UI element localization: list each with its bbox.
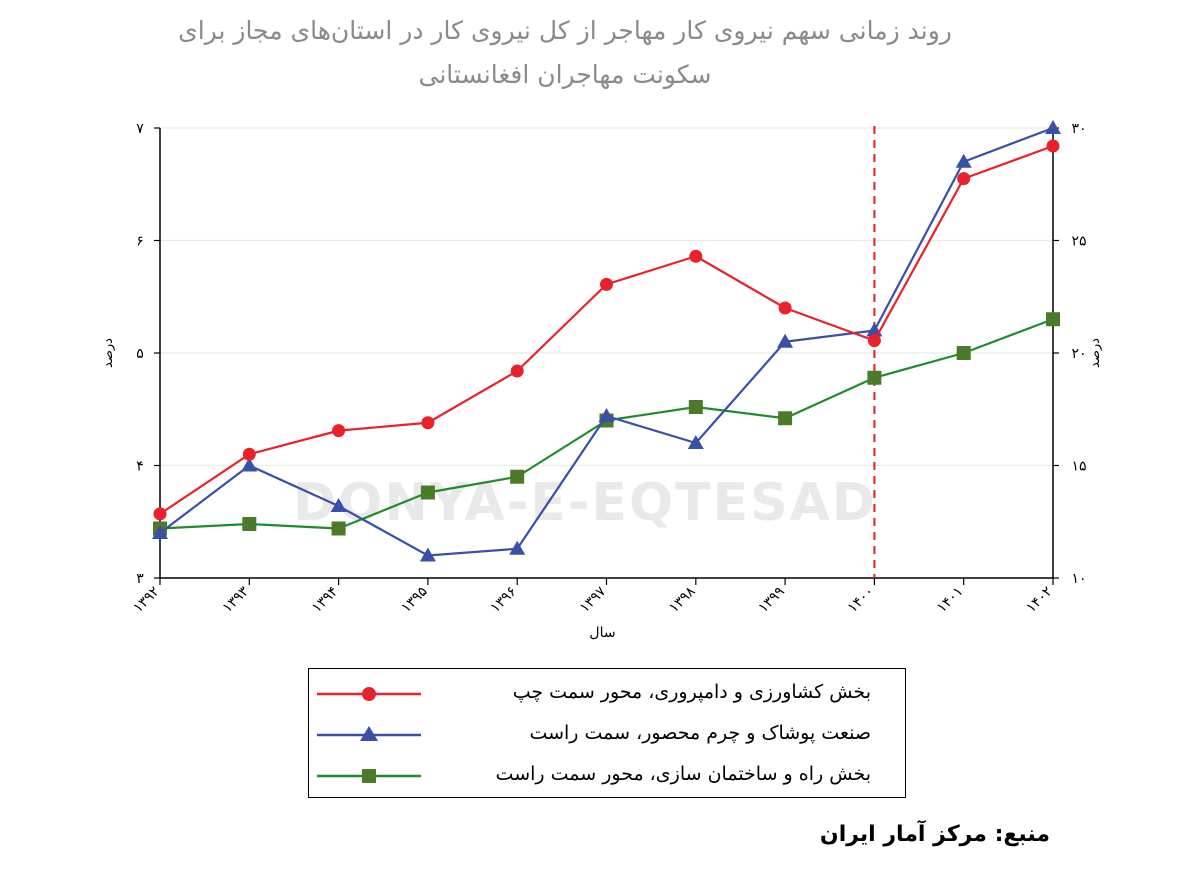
data-point-triangle: [509, 540, 526, 555]
data-point-square: [688, 400, 703, 414]
x-tick-label: ۱۳۹۴: [309, 584, 342, 617]
x-tick-label: ۱۳۹۲: [130, 584, 163, 617]
x-tick-label: ۱۴۰۲: [1023, 584, 1056, 617]
legend-item-agriculture: بخش کشاورزی و دامپروری، محور سمت چپ: [309, 675, 905, 715]
series-line-circle: [159, 144, 1054, 515]
chart-source: منبع: مرکز آمار ایران: [819, 822, 1050, 847]
data-point-triangle: [152, 525, 168, 539]
legend-label-clothing: صنعت پوشاک و چرم محصور، سمت راست: [529, 722, 871, 744]
data-point-square: [242, 517, 257, 531]
left-tick-label: ۷: [136, 121, 144, 137]
data-point-triangle: [687, 435, 704, 449]
x-tick-label: ۱۳۹۸: [666, 583, 699, 616]
x-tick-label: ۱۳۹۷: [577, 583, 610, 616]
right-tick-label: ۳۰: [1071, 121, 1086, 137]
x-tick-label: ۱۴۰۰: [845, 584, 878, 617]
legend-item-construction: بخش راه و ساختمان سازی، محور سمت راست: [309, 757, 905, 797]
right-tick-label: ۱۰: [1071, 571, 1086, 587]
data-point-square: [778, 411, 793, 426]
chart-legend: بخش کشاورزی و دامپروری، محور سمت چپ صنعت…: [308, 668, 906, 798]
data-point-triangle: [330, 498, 347, 512]
legend-label-agriculture: بخش کشاورزی و دامپروری، محور سمت چپ: [512, 681, 871, 703]
data-point-circle: [153, 507, 167, 521]
legend-swatch-square: [317, 769, 421, 783]
legend-item-clothing: صنعت پوشاک و چرم محصور، سمت راست: [309, 716, 905, 756]
left-tick-label: ۵: [136, 346, 144, 362]
x-tick-label: ۱۳۹۹: [755, 584, 788, 617]
right-tick-label: ۱۵: [1071, 459, 1086, 475]
legend-label-construction: بخش راه و ساختمان سازی، محور سمت راست: [495, 763, 871, 785]
left-tick-label: ۳: [136, 571, 144, 587]
right-tick-label: ۲۰: [1071, 346, 1086, 362]
right-tick-label: ۲۵: [1071, 234, 1086, 250]
data-point-triangle: [598, 408, 615, 422]
data-point-square: [1046, 312, 1060, 327]
data-point-circle: [867, 334, 881, 348]
data-point-circle: [778, 301, 792, 315]
x-tick-label: ۱۳۹۵: [398, 584, 431, 617]
data-point-triangle: [1045, 120, 1061, 134]
data-point-square: [867, 370, 882, 385]
data-point-circle: [421, 416, 435, 430]
data-point-triangle: [777, 333, 794, 348]
left-tick-label: ۴: [136, 459, 144, 475]
legend-swatch-circle: [317, 687, 421, 701]
data-point-circle: [242, 447, 256, 461]
chart-title-line-2: سکونت مهاجران افغانستانی: [418, 60, 712, 89]
left-axis-title: درصد: [101, 338, 116, 368]
chart-plot: DONYA-E-EQTESAD ۳ ۴ ۵ ۶ ۷ ۱۰ ۱۵ ۲۰ ۲۵ ۳۰ ۱۳۹۲ ۱۳۹۳ ۱۳…: [101, 120, 1103, 641]
right-axis-title: درصد: [1088, 338, 1103, 368]
left-tick-label: ۶: [136, 234, 144, 250]
data-point-circle: [1046, 139, 1060, 153]
data-point-triangle: [241, 457, 258, 472]
data-point-triangle: [955, 153, 972, 168]
data-point-circle: [689, 249, 703, 263]
x-axis-title: سال: [589, 625, 615, 641]
legend-swatch-triangle: [317, 726, 421, 741]
x-tick-label: ۱۴۰۱: [934, 584, 967, 617]
data-point-circle: [957, 172, 971, 186]
data-point-circle: [332, 424, 346, 438]
chart-title-line-1: روند زمانی سهم نیروی کار مهاجر از کل نیر…: [178, 16, 952, 45]
x-tick-label: ۱۳۹۶: [487, 584, 520, 617]
data-point-circle: [600, 277, 613, 291]
data-point-triangle: [419, 547, 436, 562]
data-point-square: [420, 485, 435, 500]
data-point-square: [331, 521, 346, 536]
data-point-square: [510, 469, 525, 484]
data-point-square: [956, 346, 971, 360]
data-point-circle: [510, 364, 524, 378]
x-tick-label: ۱۳۹۳: [220, 583, 253, 616]
watermark-text: DONYA-E-EQTESAD: [293, 473, 877, 533]
